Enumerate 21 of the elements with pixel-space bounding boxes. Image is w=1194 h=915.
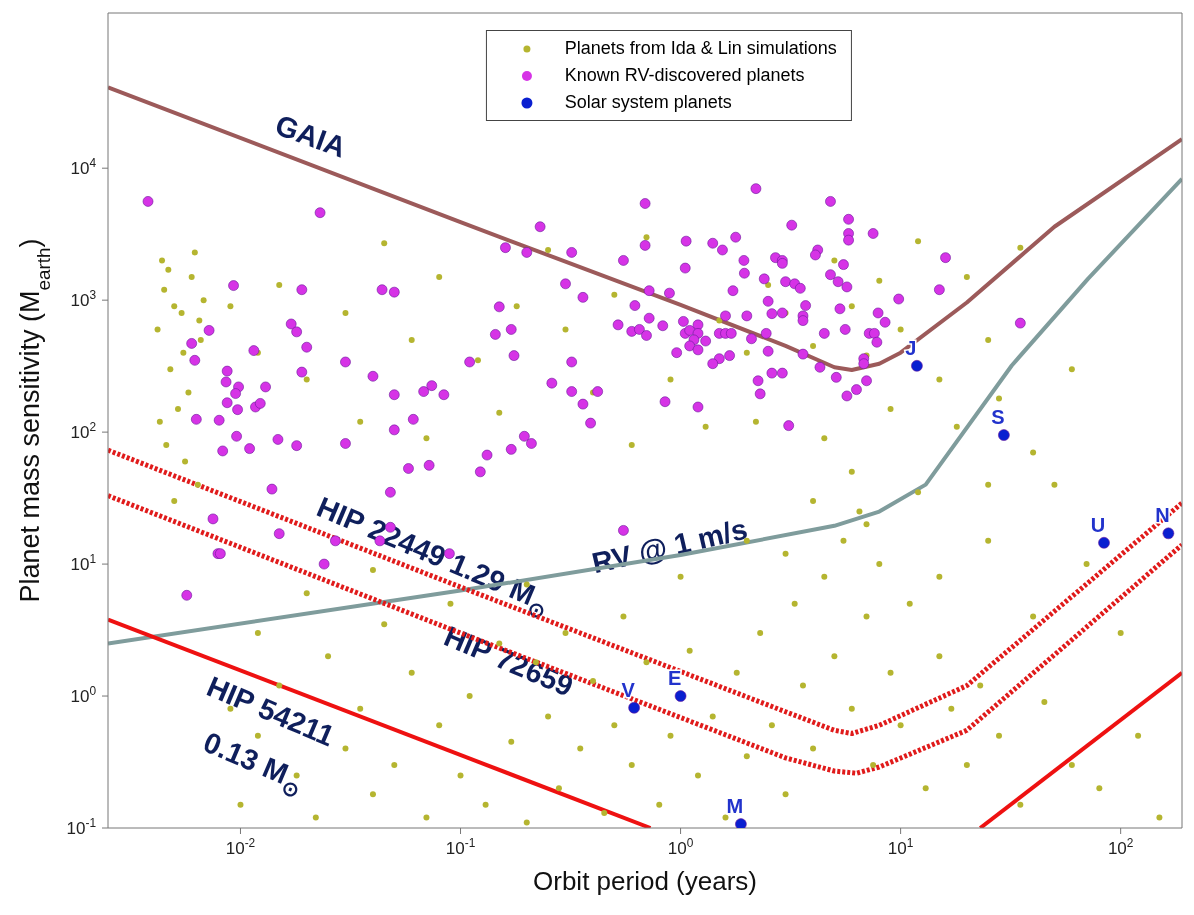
annotation: U bbox=[1090, 513, 1106, 536]
annotation: M bbox=[726, 795, 744, 818]
y-tick-label: 10$^{4}$ bbox=[70, 156, 97, 179]
annotation: GAIA bbox=[271, 108, 351, 164]
x-tick-label: 10$^{2}$ bbox=[1107, 836, 1134, 858]
annotation: E bbox=[667, 667, 682, 690]
annotation: S bbox=[991, 406, 1005, 429]
x-tick-label: 10$^{-2}$ bbox=[225, 836, 256, 858]
y-tick-label: 10$^{1}$ bbox=[70, 552, 97, 575]
x-tick-label: 10$^{-1}$ bbox=[445, 836, 476, 858]
y-tick-label: 10$^{-1}$ bbox=[66, 816, 97, 838]
legend-label: Solar system planets bbox=[564, 92, 732, 112]
legend-label: Known RV-discovered planets bbox=[564, 65, 805, 85]
x-axis-title: Orbit period (years) bbox=[533, 866, 757, 896]
x-tick-label: 10$^{1}$ bbox=[887, 836, 914, 858]
y-tick-label: 10$^{2}$ bbox=[70, 420, 97, 443]
y-tick-label: 10$^{3}$ bbox=[70, 288, 97, 311]
y-tick-label: 10$^{0}$ bbox=[70, 684, 97, 707]
legend-label: Planets from Ida & Lin simulations bbox=[564, 38, 837, 58]
x-tick-label: 10$^{0}$ bbox=[667, 836, 694, 858]
annotation: V bbox=[621, 678, 636, 701]
